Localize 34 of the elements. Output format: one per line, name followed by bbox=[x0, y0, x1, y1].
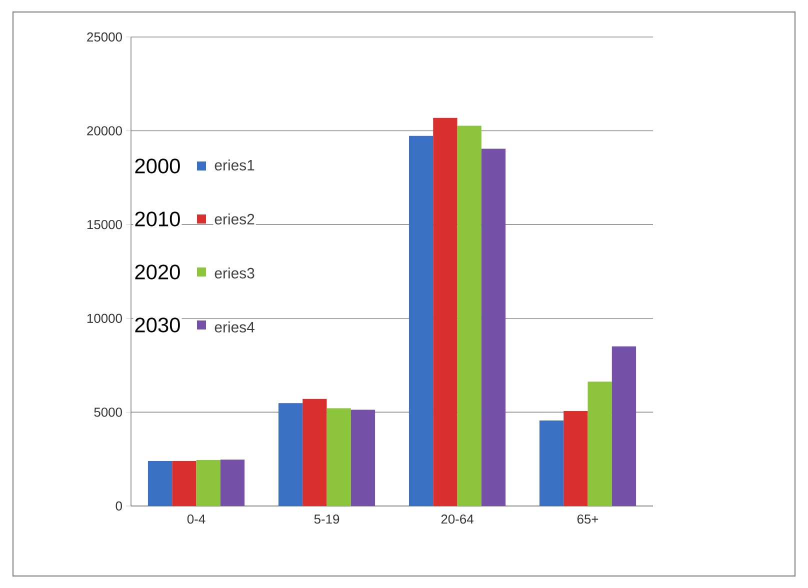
y-tick-label: 20000 bbox=[87, 126, 122, 136]
y-tick-label: 5000 bbox=[94, 408, 122, 417]
bar bbox=[433, 118, 458, 506]
legend-label: 2000 bbox=[135, 158, 180, 174]
bar bbox=[220, 460, 245, 506]
bar bbox=[172, 460, 196, 506]
legend-label: 2020 bbox=[135, 264, 180, 280]
bar bbox=[457, 126, 482, 506]
bar bbox=[326, 408, 351, 506]
bar bbox=[350, 410, 376, 506]
x-tick-label: 0-4 bbox=[187, 514, 206, 524]
x-tick-label: 20-64 bbox=[441, 514, 474, 524]
bar bbox=[612, 346, 636, 506]
bar bbox=[278, 403, 303, 506]
y-tick-label: 0 bbox=[116, 501, 122, 511]
annotation: eries2 bbox=[214, 214, 254, 224]
bar bbox=[408, 136, 434, 506]
bar bbox=[196, 460, 220, 506]
bar bbox=[564, 411, 588, 506]
legend-label: 2030 bbox=[135, 318, 180, 332]
annotation: eries4 bbox=[214, 322, 254, 332]
annotation: eries1 bbox=[214, 160, 254, 170]
legend-label: 2010 bbox=[135, 212, 180, 226]
annotation: eries3 bbox=[214, 268, 254, 278]
x-tick-label: 65+ bbox=[577, 514, 598, 524]
x-tick-label: 5-19 bbox=[314, 514, 340, 524]
y-tick-label: 15000 bbox=[87, 220, 122, 230]
y-tick-label: 10000 bbox=[87, 314, 122, 323]
bar bbox=[481, 148, 506, 506]
bar bbox=[148, 460, 172, 506]
bar bbox=[539, 420, 564, 506]
bar bbox=[302, 398, 327, 506]
bar bbox=[588, 382, 612, 506]
y-tick-label: 25000 bbox=[87, 32, 122, 42]
